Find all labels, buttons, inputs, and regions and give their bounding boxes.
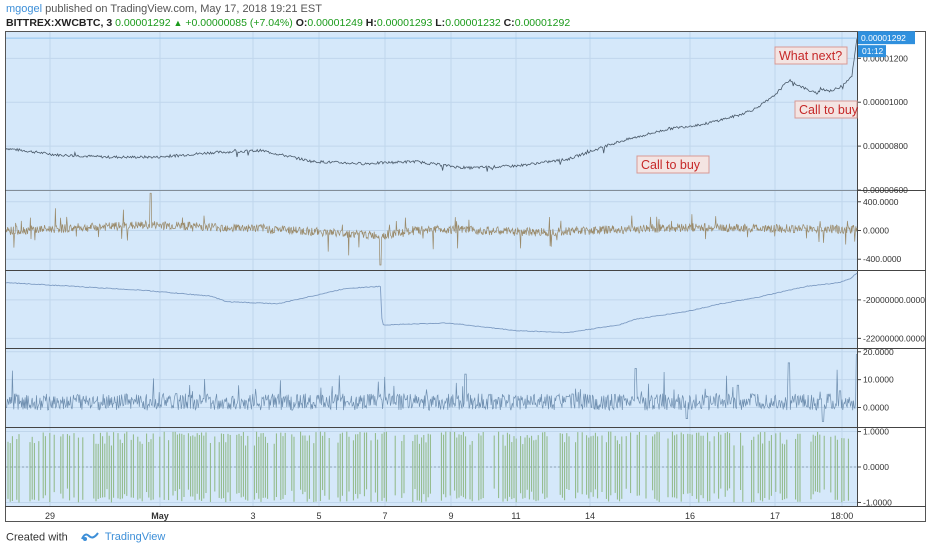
pane-background-1 <box>6 32 857 190</box>
annotation-text-2: Call to buy <box>799 103 859 117</box>
up-arrow-icon: ▲ <box>173 18 183 28</box>
y-tick-label-4-0: 1.0000 <box>863 427 889 437</box>
tradingview-logo-icon <box>80 530 99 545</box>
series-oscillator-2 <box>6 354 857 422</box>
price-change: +0.00000085 (+7.04%) <box>185 17 293 29</box>
x-tick-label-4: 7 <box>382 511 387 521</box>
y-tick-label-3-2: 0.0000 <box>863 403 889 413</box>
x-tick-label-6: 11 <box>511 511 520 521</box>
last-price-label: 0.00001292 <box>861 33 906 43</box>
series-oscillator-1 <box>5 192 858 266</box>
series-obv-line <box>5 272 858 334</box>
last-price-badge <box>858 31 915 45</box>
footer: Created with TradingView <box>6 530 165 545</box>
x-tick-label-3: 5 <box>316 511 321 521</box>
y-tick-label-2-1: -22000000.0000 <box>863 333 925 343</box>
y-tick-label-1-1: 0.0000 <box>863 226 889 236</box>
symbol-name[interactable]: BITTREX:XWCBTC, 3 <box>6 17 113 29</box>
y-tick-label-1-2: -400.0000 <box>863 254 902 264</box>
close-value: 0.00001292 <box>514 17 571 29</box>
x-tick-label-1: May <box>151 511 169 521</box>
y-tick-label-0-3: 0.00001200 <box>863 53 908 63</box>
high-value: 0.00001293 <box>376 17 433 29</box>
x-tick-label-9: 17 <box>770 511 780 521</box>
y-tick-label-0-2: 0.00001000 <box>863 97 908 107</box>
low-value: 0.00001232 <box>445 17 501 29</box>
countdown-badge <box>858 45 886 58</box>
open-label: O: <box>295 17 308 29</box>
x-tick-label-2: 3 <box>250 511 255 521</box>
last-price: 0.00001292 <box>115 17 171 29</box>
x-tick-label-7: 14 <box>585 511 595 521</box>
annotation-text-3: Call to buy <box>641 158 701 172</box>
y-tick-label-4-1: 0.0000 <box>863 462 889 472</box>
pane-background-3 <box>6 271 857 348</box>
x-tick-label-5: 9 <box>448 511 453 521</box>
y-tick-label-3-0: 20.0000 <box>863 347 894 357</box>
annotation-box-2 <box>794 100 858 119</box>
y-tick-label-2-0: -20000000.0000 <box>863 295 925 305</box>
x-tick-label-10: 18:00 <box>831 511 854 521</box>
annotation-text-1: What next? <box>779 49 842 63</box>
tradingview-brand[interactable]: TradingView <box>104 531 166 544</box>
countdown-label: 01:12 <box>862 46 884 56</box>
author-link[interactable]: mgogel <box>6 3 43 15</box>
annotation-box-1 <box>774 46 848 65</box>
x-tick-label-0: 29 <box>45 511 55 521</box>
published-text: published on TradingView.com, May 17, 20… <box>45 3 322 15</box>
high-label: H: <box>365 17 377 29</box>
series-price-line <box>5 37 858 172</box>
open-value: 0.00001249 <box>307 17 363 29</box>
y-tick-label-0-1: 0.00000800 <box>863 141 908 151</box>
symbol-legend: BITTREX:XWCBTC, 3 0.00001292 ▲ +0.000000… <box>6 17 570 29</box>
y-tick-label-3-1: 10.0000 <box>863 375 894 385</box>
low-label: L: <box>435 17 446 29</box>
annotation-box-3 <box>636 155 710 174</box>
pane-background-4 <box>6 349 857 427</box>
y-tick-label-1-0: 400.0000 <box>863 197 899 207</box>
created-with-text: Created with <box>6 531 68 544</box>
y-tick-label-0-0: 0.00000600 <box>863 185 908 195</box>
x-tick-label-8: 16 <box>685 511 695 521</box>
publish-info: mgogel published on TradingView.com, May… <box>6 3 322 15</box>
y-tick-label-4-2: -1.0000 <box>863 497 892 507</box>
close-label: C: <box>503 17 515 29</box>
